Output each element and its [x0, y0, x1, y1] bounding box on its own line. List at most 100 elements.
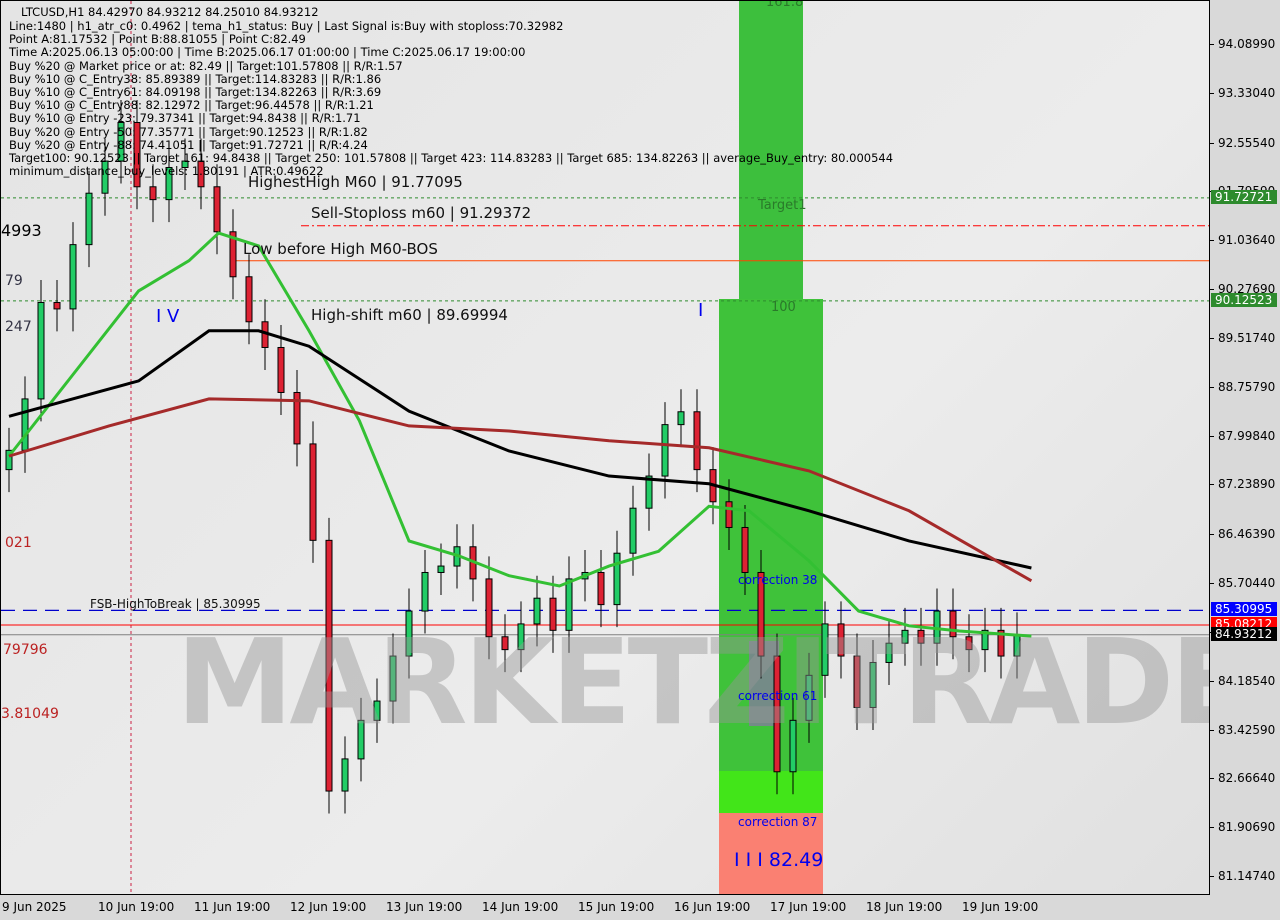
candle-body	[245, 276, 253, 323]
signal-info-line: Buy %20 @ Market price or at: 82.49 || T…	[9, 58, 403, 73]
wave-iii-label: I I I 82.49	[734, 849, 824, 871]
price-tag: 85.30995	[1211, 602, 1277, 617]
candle-body	[613, 552, 621, 606]
candle-body	[325, 539, 333, 792]
correction-87-label: correction 87	[738, 815, 818, 829]
price-chart-svg	[1, 1, 1209, 894]
candle-body	[965, 636, 973, 651]
price-tag: 84.93212	[1211, 626, 1277, 641]
candle-body	[549, 597, 557, 631]
x-tick-label: 12 Jun 19:00	[290, 900, 367, 914]
fsb-label: FSB-HighToBreak | 85.30995	[90, 597, 261, 611]
candle-body	[501, 636, 509, 651]
level-1618-label: 161.8	[766, 0, 804, 10]
candle-body	[405, 610, 413, 657]
wave-i-label: I	[698, 300, 704, 321]
x-tick-label: 19 Jun 19:00	[962, 900, 1039, 914]
sell-stoploss-label: Sell-Stoploss m60 | 91.29372	[311, 204, 532, 222]
signal-info-line: minimum_distance_buy_levels: 1.80191 | A…	[9, 164, 324, 179]
x-tick-label: 11 Jun 19:00	[194, 900, 271, 914]
candle-body	[725, 501, 733, 528]
level-100-label: 100	[771, 300, 796, 315]
x-tick-label: 15 Jun 19:00	[578, 900, 655, 914]
signal-info-line: Line:1480 | h1_atr_c0: 0.4962 | tema_h1_…	[9, 19, 564, 33]
candle-body	[117, 121, 125, 162]
highest-high-label: HighestHigh M60 | 91.77095	[248, 173, 463, 191]
candle-body	[437, 565, 445, 573]
candle-body	[69, 244, 77, 310]
x-tick-label: 9 Jun 2025	[2, 900, 67, 914]
chart-plot-area[interactable]: MARKETZITRADE LTCUSD,H1 84.42970 84.9321…	[0, 0, 1210, 895]
candle-body	[293, 391, 301, 445]
y-tick-label: 93.33040	[1209, 85, 1276, 100]
price-tag: 90.12523	[1211, 292, 1277, 307]
candle-body	[341, 758, 349, 792]
candle-body	[53, 301, 61, 310]
watermark: MARKETZITRADE	[176, 613, 1210, 751]
y-tick-label: 82.66640	[1209, 771, 1276, 786]
y-tick-label: 86.46390	[1209, 527, 1276, 542]
y-tick-label: 83.42590	[1209, 722, 1276, 737]
candle-body	[165, 166, 173, 201]
candle-body	[789, 719, 797, 773]
left-edge-label: 021	[5, 535, 32, 551]
moving-average-line	[7, 231, 1032, 638]
candle-body	[37, 301, 45, 400]
candle-body	[949, 610, 957, 638]
target-zone-upper	[739, 1, 803, 299]
candle-body	[645, 475, 653, 509]
signal-info-line: Buy %10 @ Entry -23: 79.37341 || Target:…	[9, 111, 361, 126]
y-tick-label: 90.27690	[1209, 282, 1276, 297]
candle-body	[885, 642, 893, 663]
wave-iv-label: I V	[156, 306, 180, 327]
x-tick-label: 14 Jun 19:00	[482, 900, 559, 914]
candle-body	[837, 623, 845, 657]
candle-body	[133, 121, 141, 188]
low-before-high-label: Low before High M60-BOS	[243, 240, 438, 258]
candle-body	[757, 571, 765, 657]
x-tick-label: 13 Jun 19:00	[386, 900, 463, 914]
y-tick-label: 92.55540	[1209, 135, 1276, 150]
candle-body	[597, 571, 605, 606]
candle-body	[21, 398, 29, 451]
moving-average-line	[8, 397, 1033, 583]
candle-body	[917, 629, 925, 644]
high-shift-label: High-shift m60 | 89.69994	[311, 306, 508, 324]
left-edge-label: 79	[5, 273, 23, 289]
signal-info-line: Buy %10 @ C_Entry61: 84.09198 || Target:…	[9, 85, 382, 99]
signal-info-line: Point A:81.17532 | Point B:88.81055 | Po…	[9, 32, 306, 47]
candle-body	[677, 411, 685, 426]
candle-body	[181, 160, 189, 168]
x-tick-label: 18 Jun 19:00	[866, 900, 943, 914]
candle-body	[821, 623, 829, 676]
x-tick-label: 17 Jun 19:00	[770, 900, 847, 914]
moving-average-line	[8, 329, 1032, 570]
target-zone-main	[719, 299, 823, 813]
y-tick-label: 87.99840	[1209, 428, 1276, 443]
candle-body	[229, 231, 237, 278]
y-tick-label: 89.51740	[1209, 330, 1276, 345]
correction-zone	[719, 813, 823, 894]
y-tick-label: 84.18540	[1209, 673, 1276, 688]
candle-body	[213, 186, 221, 233]
candle-body	[389, 655, 397, 702]
candle-body	[853, 655, 861, 708]
correction-38-label: correction 38	[738, 573, 818, 587]
candle-body	[869, 661, 877, 708]
target1-label: Target1	[758, 198, 807, 213]
candle-body	[565, 578, 573, 631]
candle-body	[309, 443, 317, 541]
candle-body	[805, 674, 813, 721]
target-zone-bright	[719, 771, 823, 813]
signal-info-line: Target100: 90.12523 || Target 161: 94.84…	[9, 151, 894, 165]
candle-body	[149, 186, 157, 201]
symbol-ohlc: LTCUSD,H1 84.42970 84.93212 84.25010 84.…	[21, 5, 319, 19]
left-edge-label: 79796	[3, 642, 48, 658]
candle-body	[197, 160, 205, 188]
candle-body	[517, 623, 525, 651]
candle-body	[277, 346, 285, 393]
left-edge-label: 3.81049	[1, 706, 59, 722]
candle-body	[997, 629, 1005, 657]
candle-body	[629, 507, 637, 554]
